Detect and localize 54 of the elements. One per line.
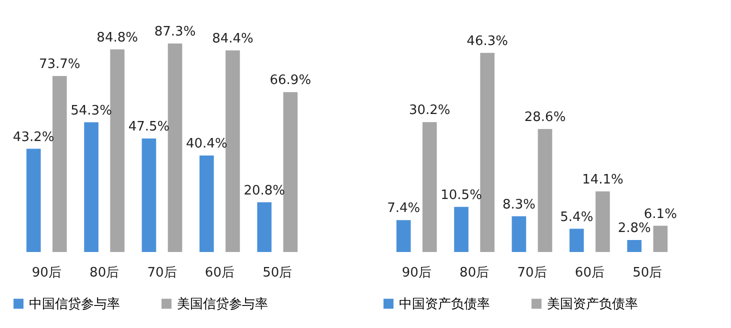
x-tick-label: 50后 (262, 266, 292, 280)
bar (257, 202, 272, 252)
bar (396, 220, 411, 252)
data-label: 47.5% (128, 120, 170, 135)
bar (570, 228, 584, 252)
bar (283, 92, 298, 252)
x-tick-label: 50后 (632, 266, 662, 280)
bar (627, 240, 642, 252)
data-label: 6.1% (644, 206, 677, 222)
bar (110, 49, 124, 252)
data-label: 20.8% (244, 183, 286, 198)
data-label: 84.8% (96, 30, 138, 46)
data-label: 46.3% (466, 34, 508, 49)
x-tick-label: 70后 (517, 266, 547, 280)
data-label: 5.4% (560, 210, 594, 225)
bar (454, 206, 468, 252)
data-label: 10.5% (440, 188, 482, 203)
legend-label: 美国资产负债率 (547, 296, 638, 312)
bar (52, 76, 67, 252)
data-label: 87.3% (154, 24, 196, 40)
data-label: 54.3% (70, 103, 112, 118)
legend-label: 中国资产负债率 (399, 296, 490, 312)
x-tick-label: 60后 (204, 266, 234, 280)
data-label: 66.9% (270, 73, 312, 88)
bar (226, 50, 240, 252)
bar (84, 122, 98, 252)
bar (200, 155, 214, 252)
bar (422, 122, 437, 252)
data-label: 40.4% (186, 136, 228, 152)
data-label: 43.2% (12, 130, 54, 145)
data-label: 28.6% (524, 110, 566, 126)
bar (653, 226, 668, 252)
bar (596, 191, 610, 252)
data-label: 84.4% (212, 31, 254, 46)
x-tick-label: 80后 (460, 266, 490, 280)
bar (480, 52, 494, 252)
bar (26, 148, 41, 252)
data-label: 30.2% (408, 103, 450, 118)
bar (142, 138, 156, 252)
data-label: 8.3% (502, 197, 536, 212)
x-tick-label: 90后 (32, 266, 62, 280)
data-label: 14.1% (582, 172, 624, 188)
legend-label: 中国信贷参与率 (29, 296, 120, 312)
x-tick-label: 70后 (147, 266, 177, 280)
bar (168, 43, 182, 252)
bar (538, 129, 552, 252)
data-label: 73.7% (38, 56, 80, 72)
x-tick-label: 80后 (90, 266, 120, 280)
x-tick-label: 60后 (574, 266, 604, 280)
bar (512, 216, 526, 252)
data-label: 2.8% (618, 220, 651, 236)
legend-label: 美国信贷参与率 (177, 296, 268, 312)
x-tick-label: 90后 (402, 266, 432, 280)
data-label: 7.4% (387, 201, 420, 216)
